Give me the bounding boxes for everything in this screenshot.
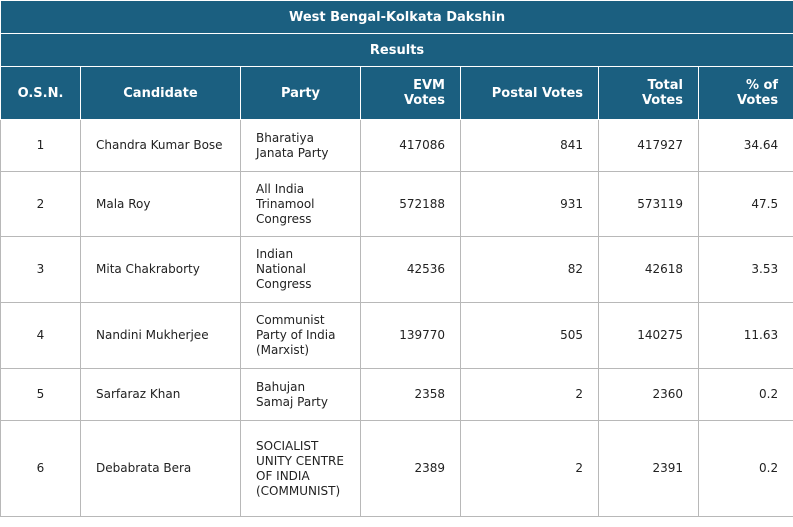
table-cell: Mala Roy bbox=[80, 171, 241, 237]
column-header: EVM Votes bbox=[360, 66, 461, 120]
table-cell: 2391 bbox=[598, 420, 699, 517]
table-cell: 0.2 bbox=[697, 368, 793, 421]
table-cell: 82 bbox=[460, 236, 599, 303]
table-cell: Debabrata Bera bbox=[80, 420, 241, 517]
column-header: Party bbox=[240, 66, 361, 120]
table-cell: SOCIALIST UNITY CENTRE OF INDIA (COMMUNI… bbox=[240, 420, 361, 517]
table-row: 1 Chandra Kumar Bose Bharatiya Janata Part… bbox=[0, 119, 793, 172]
table-cell: 6 bbox=[0, 420, 81, 517]
table-cell: Nandini Mukherjee bbox=[80, 302, 241, 369]
table-row: 5 Sarfaraz Khan Bahujan Samaj Party 2358 2 23… bbox=[0, 368, 793, 421]
table-row: 2 Mala Roy All India Trinamool Congress 572… bbox=[0, 171, 793, 237]
table-cell: 34.64 bbox=[697, 119, 793, 172]
table-cell: 4 bbox=[0, 302, 81, 369]
table-cell: 417086 bbox=[360, 119, 461, 172]
table-cell: 2 bbox=[0, 171, 81, 237]
table-cell: 573119 bbox=[598, 171, 699, 237]
table-title: West Bengal-Kolkata Dakshin bbox=[0, 0, 793, 34]
table-cell: All India Trinamool Congress bbox=[240, 171, 361, 237]
table-cell: 42618 bbox=[598, 236, 699, 303]
table-cell: Bahujan Samaj Party bbox=[240, 368, 361, 421]
table-cell: 2358 bbox=[360, 368, 461, 421]
table-cell: 2 bbox=[460, 420, 599, 517]
table-cell: 140275 bbox=[598, 302, 699, 369]
table-cell: 42536 bbox=[360, 236, 461, 303]
table-cell: 505 bbox=[460, 302, 599, 369]
column-header: O.S.N. bbox=[0, 66, 81, 120]
table-cell: 417927 bbox=[598, 119, 699, 172]
column-header: Postal Votes bbox=[460, 66, 599, 120]
table-cell: 47.5 bbox=[697, 171, 793, 237]
table-row: 3 Mita Chakraborty Indian National Congres… bbox=[0, 236, 793, 303]
table-cell: 3 bbox=[0, 236, 81, 303]
table-cell: 5 bbox=[0, 368, 81, 421]
table-cell: 2389 bbox=[360, 420, 461, 517]
column-header: Total Votes bbox=[598, 66, 699, 120]
table-row: 4 Nandini Mukherjee Communist Party of Ind… bbox=[0, 302, 793, 369]
table-cell: 2 bbox=[460, 368, 599, 421]
table-cell: Indian National Congress bbox=[240, 236, 361, 303]
table-cell: 931 bbox=[460, 171, 599, 237]
table-cell: 572188 bbox=[360, 171, 461, 237]
table-cell: Sarfaraz Khan bbox=[80, 368, 241, 421]
table-cell: 2360 bbox=[598, 368, 699, 421]
table-cell: 841 bbox=[460, 119, 599, 172]
column-header: % of Votes bbox=[697, 66, 793, 120]
table-subtitle: Results bbox=[0, 33, 793, 67]
table-cell: 11.63 bbox=[697, 302, 793, 369]
column-header: Candidate bbox=[80, 66, 241, 120]
table-cell: Bharatiya Janata Party bbox=[240, 119, 361, 172]
table-cell: Chandra Kumar Bose bbox=[80, 119, 241, 172]
table-cell: 0.2 bbox=[697, 420, 793, 517]
table-cell: 139770 bbox=[360, 302, 461, 369]
table-cell: 1 bbox=[0, 119, 81, 172]
table-cell: Communist Party of India (Marxist) bbox=[240, 302, 361, 369]
table-row: 6 Debabrata Bera SOCIALIST UNITY CENTRE OF… bbox=[0, 420, 793, 517]
table-cell: 3.53 bbox=[697, 236, 793, 303]
table-cell: Mita Chakraborty bbox=[80, 236, 241, 303]
